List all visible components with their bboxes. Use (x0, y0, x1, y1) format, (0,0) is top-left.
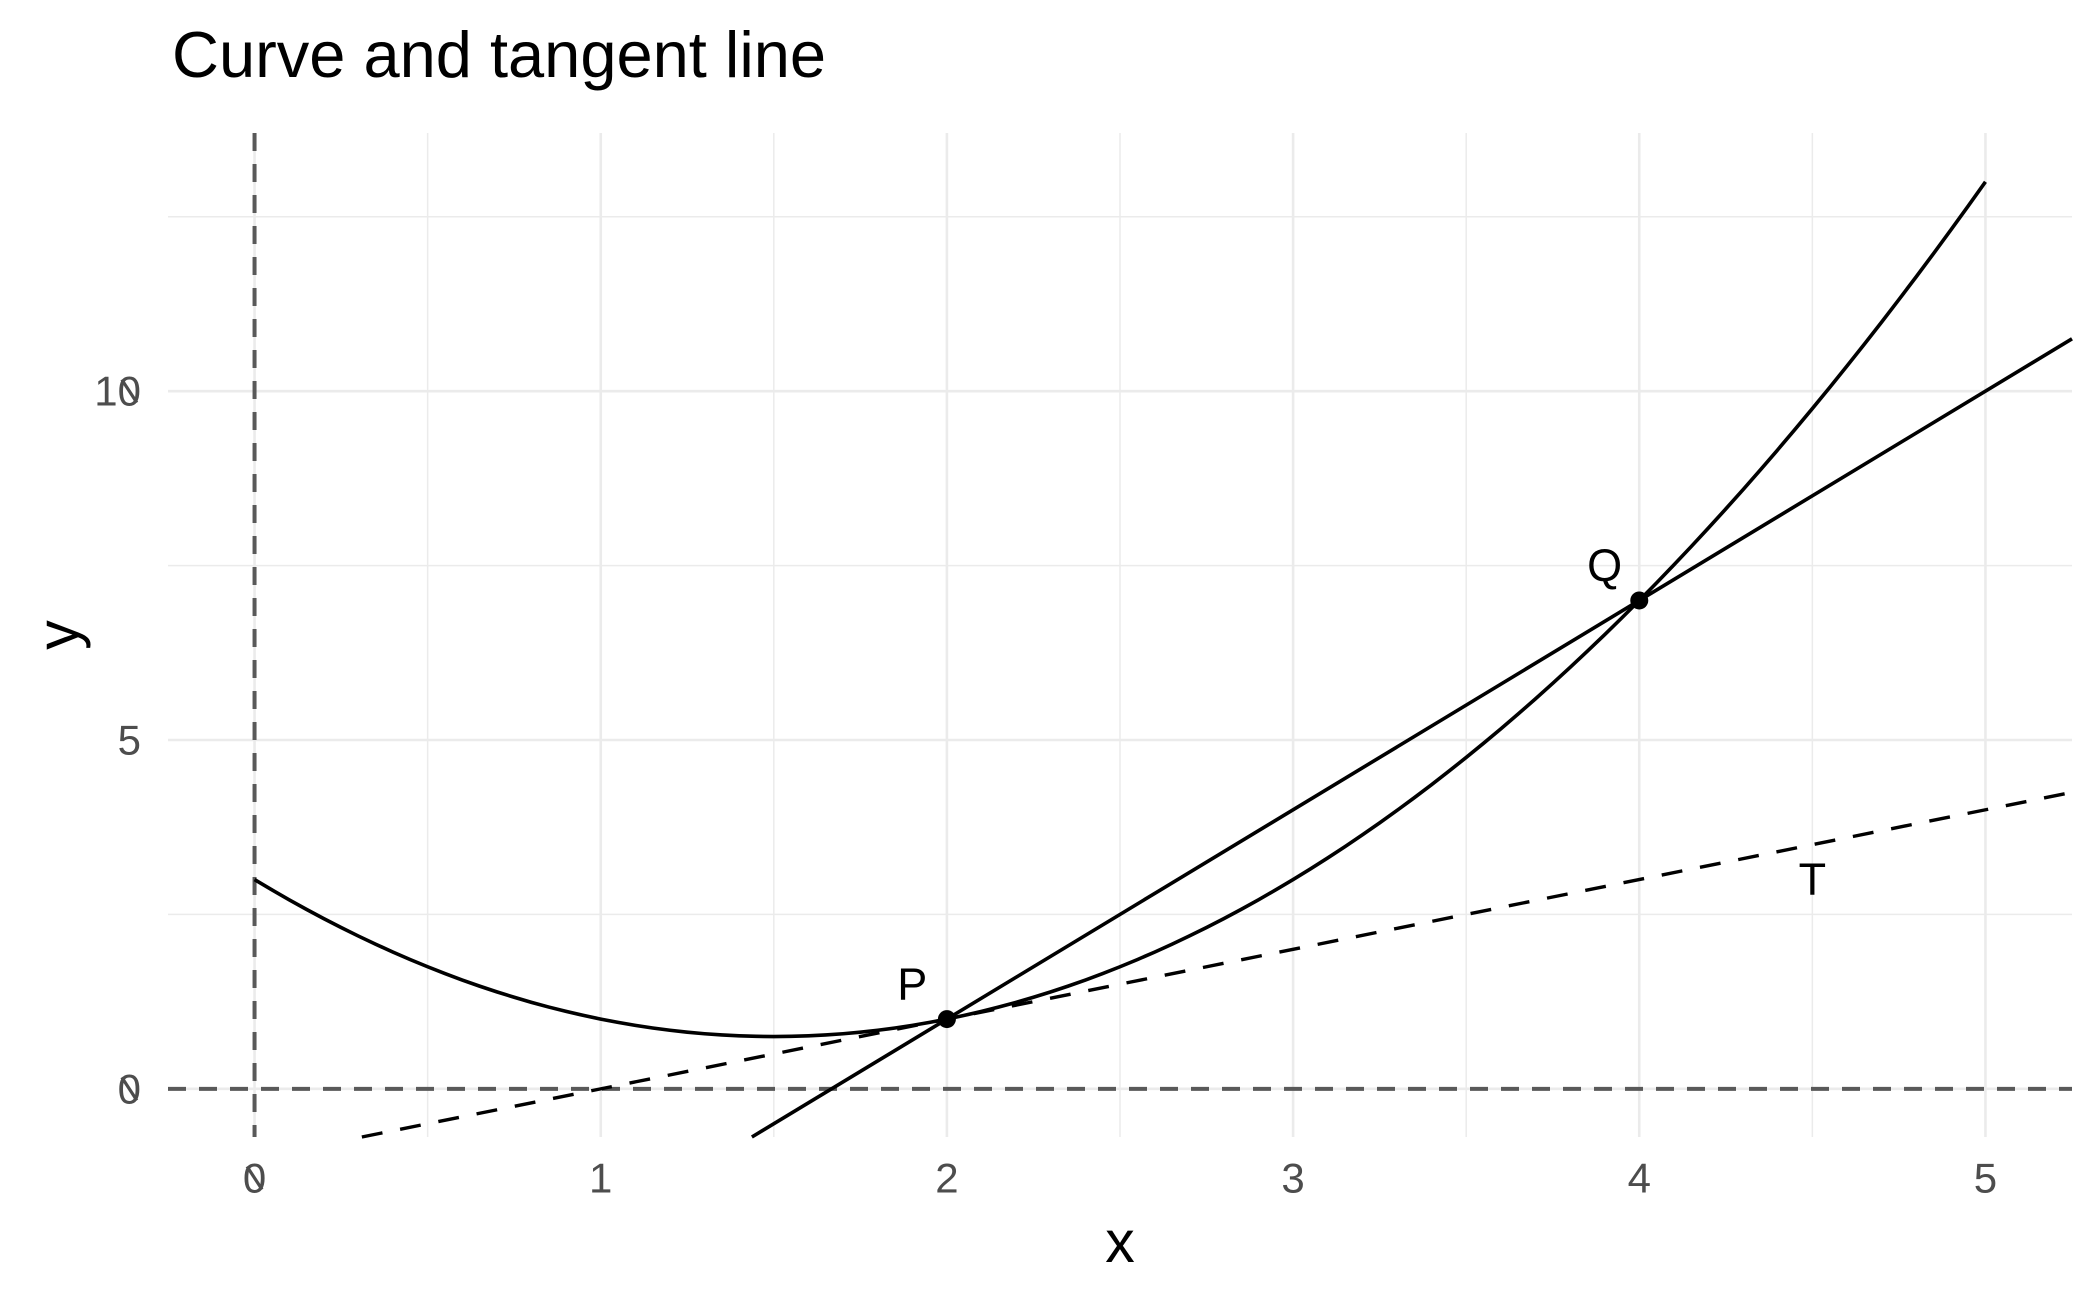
x-tick-label-5: 5 (1974, 1155, 1997, 1202)
slashed-zero (120, 378, 139, 404)
point-P (937, 1010, 956, 1029)
annotation-Q: Q (1587, 540, 1622, 591)
axis-tick-labels: 0123450510 (94, 368, 1997, 1202)
secant-line (750, 337, 2073, 1139)
annotation-P: P (897, 959, 927, 1010)
chart-title: Curve and tangent line (172, 18, 826, 91)
tangent-line (361, 790, 2073, 1139)
x-tick-label-3: 3 (1281, 1155, 1304, 1202)
y-tick-label-5: 5 (118, 717, 141, 764)
slashed-zero (245, 1165, 264, 1191)
x-tick-label-1: 1 (589, 1155, 612, 1202)
y-tick-label-10: 10 (94, 368, 141, 415)
y-axis-title: y (25, 620, 91, 650)
gridlines (168, 133, 2072, 1137)
zero-axis-lines (168, 133, 2072, 1137)
x-tick-label-2: 2 (935, 1155, 958, 1202)
point-labels: P Q T (897, 540, 1826, 1010)
plot-series (253, 180, 2073, 1139)
x-tick-label-4: 4 (1628, 1155, 1651, 1202)
data-points (937, 591, 1649, 1029)
slashed-zero (120, 1076, 139, 1102)
x-axis-title: x (1105, 1209, 1135, 1275)
curve-path (253, 180, 1987, 1039)
annotation-T: T (1799, 854, 1827, 905)
point-Q (1630, 591, 1649, 610)
